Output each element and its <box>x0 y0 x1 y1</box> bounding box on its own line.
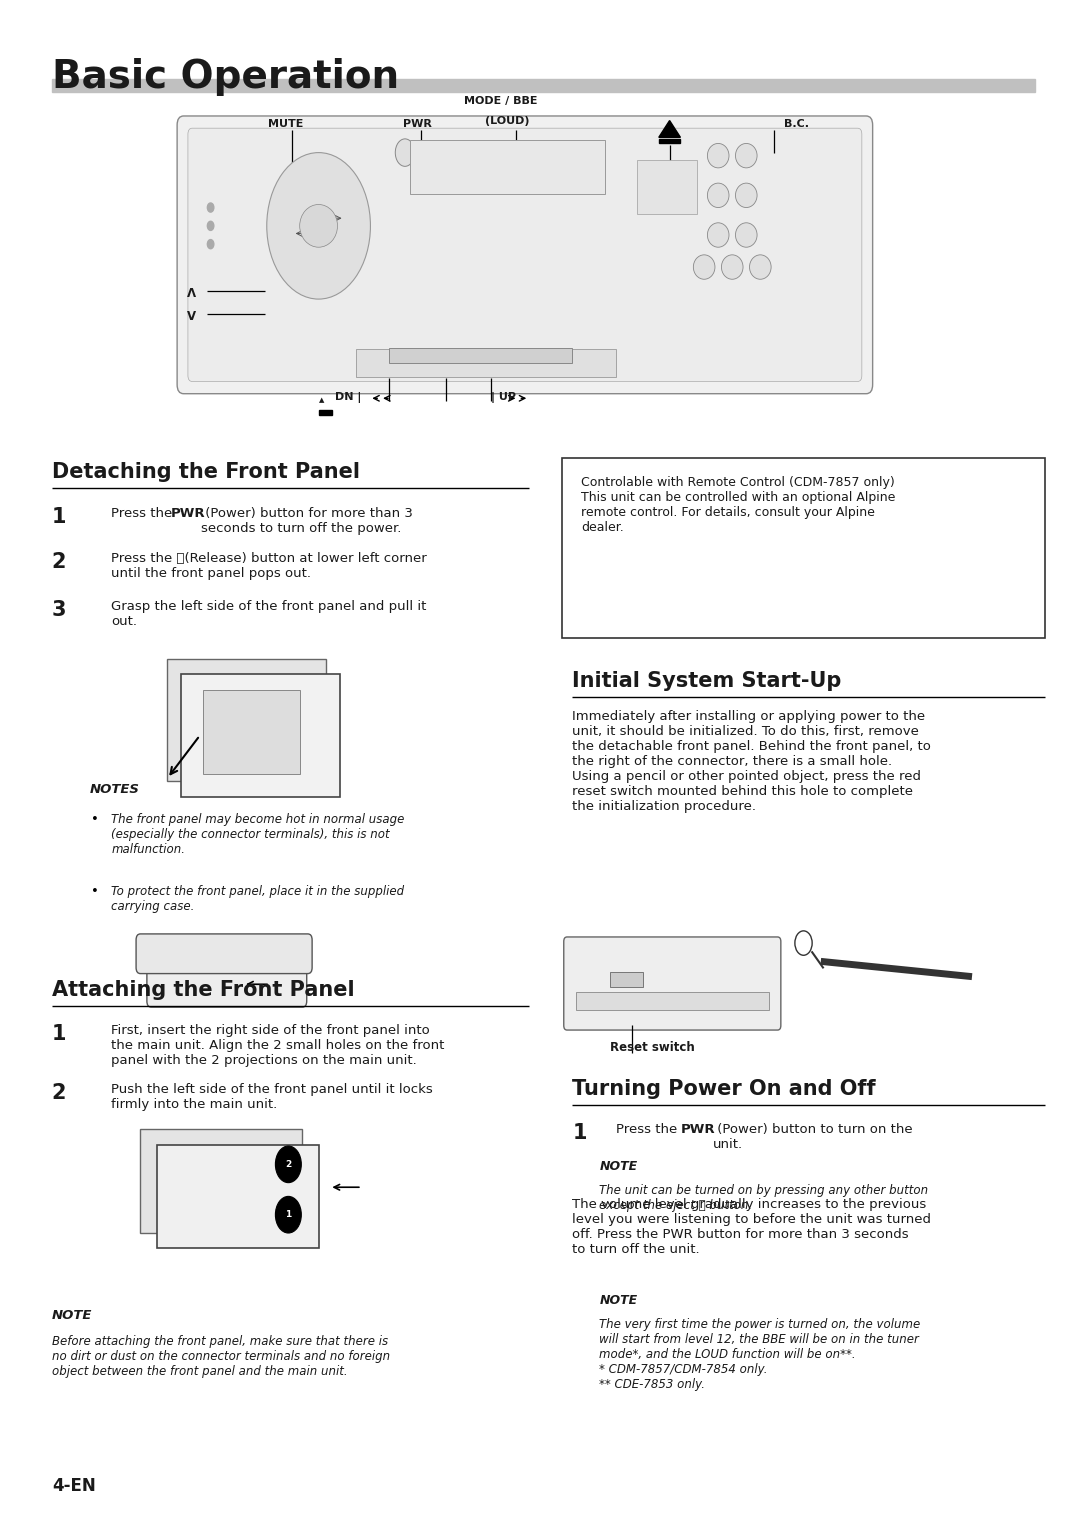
Circle shape <box>795 931 812 955</box>
Bar <box>203 690 300 774</box>
Text: The front panel may become hot in normal usage
(especially the connector termina: The front panel may become hot in normal… <box>111 813 405 856</box>
Text: 4-EN: 4-EN <box>52 1477 96 1495</box>
Ellipse shape <box>693 255 715 279</box>
Text: Push the left side of the front panel until it locks
firmly into the main unit.: Push the left side of the front panel un… <box>111 1083 433 1111</box>
Text: MUTE: MUTE <box>268 119 303 130</box>
Text: Press the ⛳(Release) button at lower left corner
until the front panel pops out.: Press the ⛳(Release) button at lower lef… <box>111 552 427 580</box>
Ellipse shape <box>735 223 757 247</box>
FancyBboxPatch shape <box>564 937 781 1030</box>
FancyBboxPatch shape <box>140 1129 302 1233</box>
FancyBboxPatch shape <box>181 674 340 797</box>
Bar <box>562 458 1045 638</box>
Text: NOTES: NOTES <box>90 783 139 797</box>
Text: MODE / BBE: MODE / BBE <box>464 96 538 107</box>
Ellipse shape <box>735 183 757 208</box>
Text: NOTE: NOTE <box>599 1160 637 1173</box>
FancyBboxPatch shape <box>188 128 862 382</box>
Text: Attaching the Front Panel: Attaching the Front Panel <box>52 980 354 1000</box>
Text: Initial System Start-Up: Initial System Start-Up <box>572 671 841 691</box>
Text: •: • <box>90 813 97 827</box>
Text: Press the: Press the <box>616 1123 681 1137</box>
Bar <box>576 992 769 1010</box>
Text: DN |: DN | <box>335 392 361 403</box>
Ellipse shape <box>300 204 337 247</box>
Text: PWR: PWR <box>171 507 205 520</box>
Text: •: • <box>90 885 97 899</box>
Text: Controlable with Remote Control (CDM-7857 only)
This unit can be controlled with: Controlable with Remote Control (CDM-785… <box>581 476 895 534</box>
Text: Immediately after installing or applying power to the
unit, it should be initial: Immediately after installing or applying… <box>572 710 931 812</box>
FancyBboxPatch shape <box>136 934 312 974</box>
Text: (LOUD): (LOUD) <box>485 116 529 127</box>
Text: The volume level gradually increases to the previous
level you were listening to: The volume level gradually increases to … <box>572 1198 931 1256</box>
Text: The very first time the power is turned on, the volume
will start from level 12,: The very first time the power is turned … <box>599 1318 920 1392</box>
Bar <box>659 139 680 143</box>
Text: ▲: ▲ <box>319 397 324 403</box>
Bar <box>52 79 1035 92</box>
Text: Λ: Λ <box>187 287 195 301</box>
Circle shape <box>207 240 214 249</box>
Text: 2: 2 <box>52 552 66 572</box>
Polygon shape <box>659 121 680 137</box>
Bar <box>389 348 572 363</box>
Text: First, insert the right side of the front panel into
the main unit. Align the 2 : First, insert the right side of the fron… <box>111 1024 445 1067</box>
Text: Press the: Press the <box>111 507 177 520</box>
FancyBboxPatch shape <box>177 116 873 394</box>
Ellipse shape <box>750 255 771 279</box>
Circle shape <box>275 1146 301 1183</box>
Text: 2: 2 <box>285 1160 292 1169</box>
Circle shape <box>207 221 214 230</box>
Text: 3: 3 <box>52 600 66 620</box>
FancyBboxPatch shape <box>157 1144 319 1248</box>
Text: Before attaching the front panel, make sure that there is
no dirt or dust on the: Before attaching the front panel, make s… <box>52 1335 390 1378</box>
Text: V: V <box>187 310 195 324</box>
Text: B.C.: B.C. <box>784 119 809 130</box>
Text: Basic Operation: Basic Operation <box>52 58 399 96</box>
Bar <box>637 160 697 214</box>
Text: 1: 1 <box>572 1123 586 1143</box>
Text: To protect the front panel, place it in the supplied
carrying case.: To protect the front panel, place it in … <box>111 885 404 913</box>
Text: (Power) button for more than 3
seconds to turn off the power.: (Power) button for more than 3 seconds t… <box>201 507 413 534</box>
Bar <box>319 410 332 415</box>
Text: The unit can be turned on by pressing any other button
except the eject ⛳ button: The unit can be turned on by pressing an… <box>599 1184 929 1212</box>
FancyBboxPatch shape <box>147 961 307 1007</box>
Text: Turning Power On and Off: Turning Power On and Off <box>572 1079 876 1099</box>
Bar <box>610 972 643 987</box>
Text: Detaching the Front Panel: Detaching the Front Panel <box>52 462 360 482</box>
Text: NOTE: NOTE <box>599 1294 637 1308</box>
Ellipse shape <box>721 255 743 279</box>
Text: Grasp the left side of the front panel and pull it
out.: Grasp the left side of the front panel a… <box>111 600 427 627</box>
Text: | UP: | UP <box>491 392 516 403</box>
Circle shape <box>267 153 370 299</box>
Ellipse shape <box>707 223 729 247</box>
Ellipse shape <box>735 143 757 168</box>
Ellipse shape <box>707 183 729 208</box>
Text: 2: 2 <box>52 1083 66 1103</box>
Circle shape <box>207 203 214 212</box>
FancyBboxPatch shape <box>167 659 326 781</box>
Bar <box>410 140 605 194</box>
Text: 1: 1 <box>285 1210 292 1219</box>
Text: PWR: PWR <box>680 1123 715 1137</box>
Text: (Power) button to turn on the
unit.: (Power) button to turn on the unit. <box>713 1123 913 1151</box>
Text: Reset switch: Reset switch <box>610 1041 694 1054</box>
Text: PWR: PWR <box>403 119 432 130</box>
Circle shape <box>395 139 415 166</box>
Bar <box>356 349 616 377</box>
Circle shape <box>275 1196 301 1233</box>
Text: 1: 1 <box>52 507 66 526</box>
Ellipse shape <box>707 143 729 168</box>
Text: 1: 1 <box>52 1024 66 1044</box>
Text: NOTE: NOTE <box>52 1309 92 1323</box>
